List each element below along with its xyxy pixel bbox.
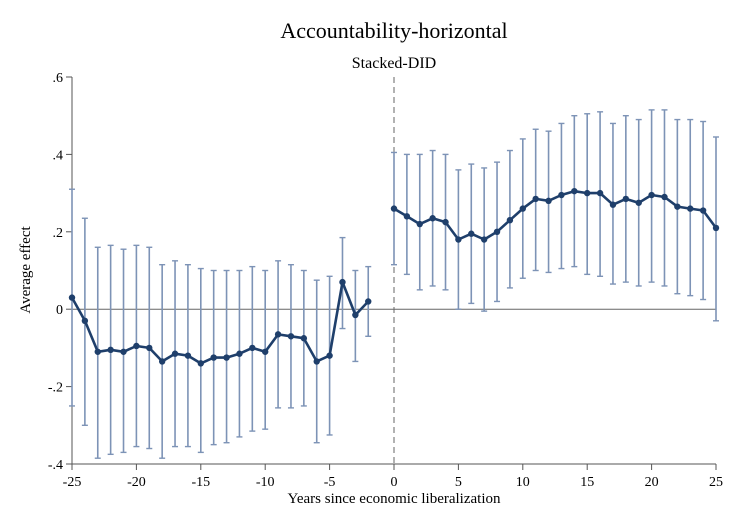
- data-point: [687, 205, 694, 212]
- data-point: [416, 220, 423, 228]
- data-point: [545, 197, 552, 205]
- data-point: [81, 317, 89, 325]
- x-tick-label: -25: [63, 475, 82, 490]
- data-point: [274, 331, 282, 338]
- data-point: [158, 358, 166, 365]
- data-point: [480, 236, 488, 243]
- data-point: [210, 354, 217, 361]
- x-tick-label: 20: [645, 475, 659, 490]
- data-point: [197, 360, 204, 367]
- y-tick-label: 0: [56, 303, 63, 318]
- data-point: [558, 191, 565, 199]
- data-point: [596, 189, 604, 197]
- series-line: [393, 189, 718, 241]
- x-tick-label: -20: [127, 475, 146, 490]
- data-point: [326, 352, 333, 359]
- data-point: [661, 193, 668, 201]
- data-point: [223, 354, 230, 361]
- data-point: [94, 348, 101, 355]
- data-point: [519, 205, 526, 212]
- y-tick-label: .4: [53, 148, 64, 163]
- data-point: [120, 348, 127, 355]
- x-axis-label: Years since economic liberalization: [288, 491, 501, 507]
- data-point: [365, 298, 372, 305]
- data-point: [648, 191, 655, 199]
- x-tick-label: 0: [391, 475, 398, 490]
- y-tick-label: .6: [53, 71, 64, 86]
- chart-title: Accountability-horizontal: [280, 18, 507, 43]
- series-line: [70, 280, 370, 365]
- data-point: [635, 199, 642, 206]
- data-point: [184, 352, 192, 359]
- data-point: [455, 236, 462, 243]
- data-point: [133, 342, 140, 350]
- data-point: [146, 344, 153, 352]
- data-point: [68, 294, 76, 301]
- data-point: [674, 203, 681, 210]
- data-point: [313, 358, 320, 365]
- x-tick-label: 10: [516, 475, 530, 490]
- data-point: [584, 189, 591, 197]
- data-point: [262, 348, 269, 355]
- x-tick-label: -15: [191, 475, 210, 490]
- data-point: [609, 201, 617, 208]
- x-tick-label: 15: [580, 475, 594, 490]
- data-point: [532, 195, 539, 203]
- data-point: [171, 350, 179, 357]
- data-point: [468, 230, 475, 237]
- data-point: [390, 205, 398, 212]
- data-point: [107, 346, 114, 354]
- data-point: [442, 218, 449, 226]
- data-point: [699, 207, 707, 214]
- data-point: [506, 216, 514, 224]
- y-tick-label: -.4: [48, 458, 63, 473]
- y-axis-label: Average effect: [18, 226, 34, 314]
- data-point: [571, 187, 578, 195]
- data-point: [249, 344, 256, 352]
- data-point: [429, 215, 436, 222]
- data-point: [236, 350, 243, 357]
- data-point: [352, 311, 359, 319]
- y-tick-label: .2: [53, 226, 64, 241]
- data-point: [300, 335, 308, 342]
- x-tick-label: 5: [455, 475, 462, 490]
- data-point: [403, 213, 411, 220]
- data-point: [339, 278, 346, 286]
- data-point: [493, 228, 501, 235]
- y-tick-label: -.2: [48, 381, 63, 396]
- data-point: [287, 333, 295, 340]
- chart-subtitle: Stacked-DID: [352, 55, 436, 72]
- x-tick-label: 25: [709, 475, 723, 490]
- x-tick-label: -5: [324, 475, 336, 490]
- x-tick-label: -10: [256, 475, 275, 490]
- data-point: [622, 195, 630, 203]
- data-point: [712, 224, 720, 232]
